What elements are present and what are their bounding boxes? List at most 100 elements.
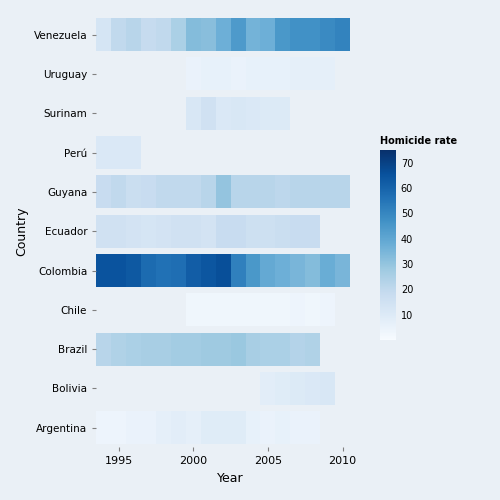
Bar bbox=[306, 372, 320, 405]
Bar bbox=[246, 58, 260, 90]
Bar bbox=[320, 372, 335, 405]
Bar bbox=[276, 372, 290, 405]
Bar bbox=[306, 412, 320, 444]
Bar bbox=[171, 176, 186, 208]
Bar bbox=[335, 18, 350, 51]
Bar bbox=[216, 176, 230, 208]
Bar bbox=[171, 412, 186, 444]
Bar bbox=[96, 18, 111, 51]
Bar bbox=[111, 332, 126, 366]
Bar bbox=[126, 412, 141, 444]
Bar bbox=[156, 412, 171, 444]
Text: Homicide rate: Homicide rate bbox=[380, 136, 457, 146]
Bar bbox=[320, 18, 335, 51]
Bar bbox=[186, 214, 200, 248]
Bar bbox=[186, 294, 200, 326]
Bar bbox=[200, 412, 216, 444]
Bar bbox=[126, 214, 141, 248]
Bar bbox=[216, 294, 230, 326]
Bar bbox=[306, 18, 320, 51]
Bar bbox=[246, 254, 260, 287]
Bar bbox=[276, 254, 290, 287]
Bar bbox=[276, 97, 290, 130]
Bar bbox=[186, 58, 200, 90]
Bar bbox=[276, 176, 290, 208]
Bar bbox=[260, 58, 276, 90]
Bar bbox=[171, 18, 186, 51]
Bar bbox=[290, 18, 306, 51]
Bar bbox=[246, 214, 260, 248]
Bar bbox=[230, 18, 246, 51]
Bar bbox=[260, 214, 276, 248]
Bar bbox=[200, 176, 216, 208]
Bar bbox=[111, 254, 126, 287]
Bar bbox=[290, 332, 306, 366]
Bar bbox=[186, 254, 200, 287]
Bar bbox=[111, 214, 126, 248]
Bar bbox=[260, 176, 276, 208]
Bar bbox=[141, 332, 156, 366]
Bar bbox=[96, 136, 111, 169]
Bar bbox=[216, 214, 230, 248]
Bar bbox=[186, 332, 200, 366]
Bar bbox=[186, 176, 200, 208]
Bar bbox=[171, 254, 186, 287]
Bar bbox=[96, 176, 111, 208]
Bar bbox=[276, 18, 290, 51]
Bar bbox=[186, 97, 200, 130]
Bar bbox=[306, 254, 320, 287]
Bar bbox=[171, 214, 186, 248]
Bar bbox=[246, 332, 260, 366]
Bar bbox=[246, 294, 260, 326]
Bar bbox=[335, 254, 350, 287]
Bar bbox=[230, 97, 246, 130]
Bar bbox=[200, 332, 216, 366]
Bar bbox=[290, 412, 306, 444]
Bar bbox=[335, 176, 350, 208]
Bar bbox=[246, 18, 260, 51]
Bar bbox=[306, 176, 320, 208]
Bar bbox=[230, 214, 246, 248]
Bar bbox=[156, 254, 171, 287]
Bar bbox=[230, 332, 246, 366]
Bar bbox=[200, 58, 216, 90]
Bar bbox=[111, 18, 126, 51]
Bar bbox=[320, 254, 335, 287]
Bar bbox=[126, 176, 141, 208]
Bar bbox=[200, 97, 216, 130]
Bar bbox=[141, 214, 156, 248]
Bar bbox=[230, 254, 246, 287]
Bar bbox=[186, 18, 200, 51]
Bar bbox=[156, 18, 171, 51]
X-axis label: Year: Year bbox=[218, 472, 244, 485]
Bar bbox=[230, 58, 246, 90]
Bar bbox=[141, 176, 156, 208]
Bar bbox=[320, 294, 335, 326]
Bar bbox=[216, 332, 230, 366]
Bar bbox=[306, 58, 320, 90]
Bar bbox=[290, 254, 306, 287]
Bar bbox=[156, 332, 171, 366]
Bar bbox=[96, 254, 111, 287]
Bar bbox=[200, 214, 216, 248]
Bar bbox=[141, 18, 156, 51]
Bar bbox=[260, 412, 276, 444]
Bar bbox=[260, 332, 276, 366]
Bar bbox=[96, 332, 111, 366]
Bar bbox=[290, 372, 306, 405]
Bar bbox=[230, 412, 246, 444]
Bar bbox=[276, 58, 290, 90]
Bar bbox=[111, 176, 126, 208]
Bar bbox=[216, 18, 230, 51]
Bar bbox=[111, 136, 126, 169]
Bar bbox=[230, 294, 246, 326]
Bar bbox=[290, 214, 306, 248]
Bar bbox=[126, 18, 141, 51]
Bar bbox=[260, 254, 276, 287]
Bar bbox=[156, 214, 171, 248]
Bar bbox=[186, 412, 200, 444]
Bar bbox=[260, 294, 276, 326]
Bar bbox=[276, 294, 290, 326]
Bar bbox=[276, 412, 290, 444]
Bar bbox=[230, 176, 246, 208]
